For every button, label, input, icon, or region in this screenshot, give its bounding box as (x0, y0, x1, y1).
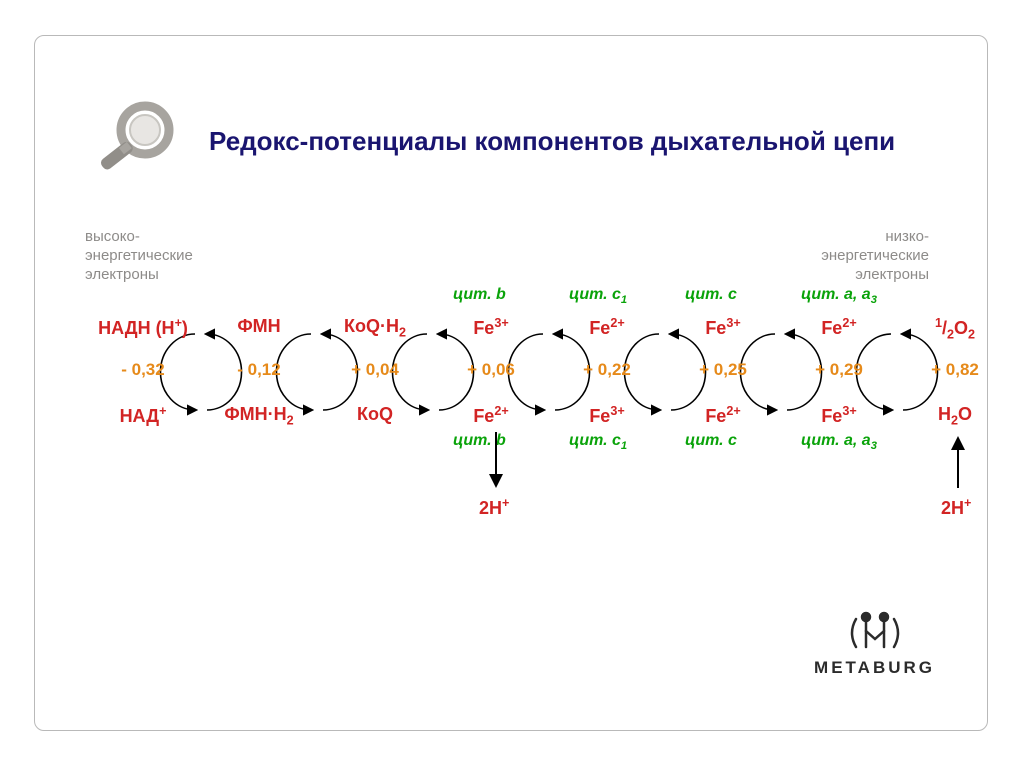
species-oxidized: Fe2+ (781, 316, 897, 339)
redox-potential: + 0,04 (317, 360, 433, 380)
redox-chain-diagram: НАДН (Н+) - 0,32 НАД+ ФМН - 0,12 ФМН·Н2 КоQ·Н2… (85, 304, 1015, 534)
species-oxidized: НАДН (Н+) (85, 316, 201, 339)
species-oxidized: Fe2+ (549, 316, 665, 339)
species-oxidized: ФМН (201, 316, 317, 337)
cytochrome-label-top: цит. с1 (569, 286, 627, 306)
proton-released-left: 2H+ (479, 496, 509, 519)
species-oxidized: КоQ·Н2 (317, 316, 433, 340)
species-oxidized: 1/2O2 (897, 316, 1013, 342)
redox-potential: + 0,22 (549, 360, 665, 380)
redox-potential: - 0,12 (201, 360, 317, 380)
redox-potential: - 0,32 (85, 360, 201, 380)
species-reduced: Fe2+ (665, 404, 781, 427)
right-energy-label: низко- энергетические электроны (821, 228, 929, 284)
species-reduced: КоQ (317, 404, 433, 425)
species-reduced: Fe3+ (549, 404, 665, 427)
species-reduced: ФМН·Н2 (201, 404, 317, 428)
redox-potential: + 0,25 (665, 360, 781, 380)
slide-frame: Редокс-потенциалы компонентов дыхательно… (34, 35, 988, 731)
species-reduced: H2O (897, 404, 1013, 428)
redox-potential: + 0,29 (781, 360, 897, 380)
redox-potential: + 0,06 (433, 360, 549, 380)
species-reduced: Fe2+ (433, 404, 549, 427)
cytochrome-label-bottom: цит. с1 (569, 432, 627, 452)
magnifier-icon (95, 96, 185, 186)
cytochrome-label-top: цит. b (453, 286, 506, 304)
metaburg-logo: METABURG (814, 611, 935, 678)
proton-consumed-right: 2H+ (941, 496, 971, 519)
logo-text: METABURG (814, 658, 935, 678)
species-oxidized: Fe3+ (433, 316, 549, 339)
cytochrome-label-bottom: цит. а, а3 (801, 432, 877, 452)
arrow-up-2h (951, 432, 965, 499)
slide-title: Редокс-потенциалы компонентов дыхательно… (209, 126, 895, 157)
species-reduced: НАД+ (85, 404, 201, 427)
cytochrome-label-top: цит. с (685, 286, 737, 304)
arrow-down-2h (489, 432, 503, 499)
species-reduced: Fe3+ (781, 404, 897, 427)
left-energy-label: высоко- энергетические электроны (85, 228, 193, 284)
species-oxidized: Fe3+ (665, 316, 781, 339)
cytochrome-label-top: цит. а, а3 (801, 286, 877, 306)
redox-potential: + 0,82 (897, 360, 1013, 380)
header: Редокс-потенциалы компонентов дыхательно… (95, 96, 895, 186)
cytochrome-label-bottom: цит. с (685, 432, 737, 450)
